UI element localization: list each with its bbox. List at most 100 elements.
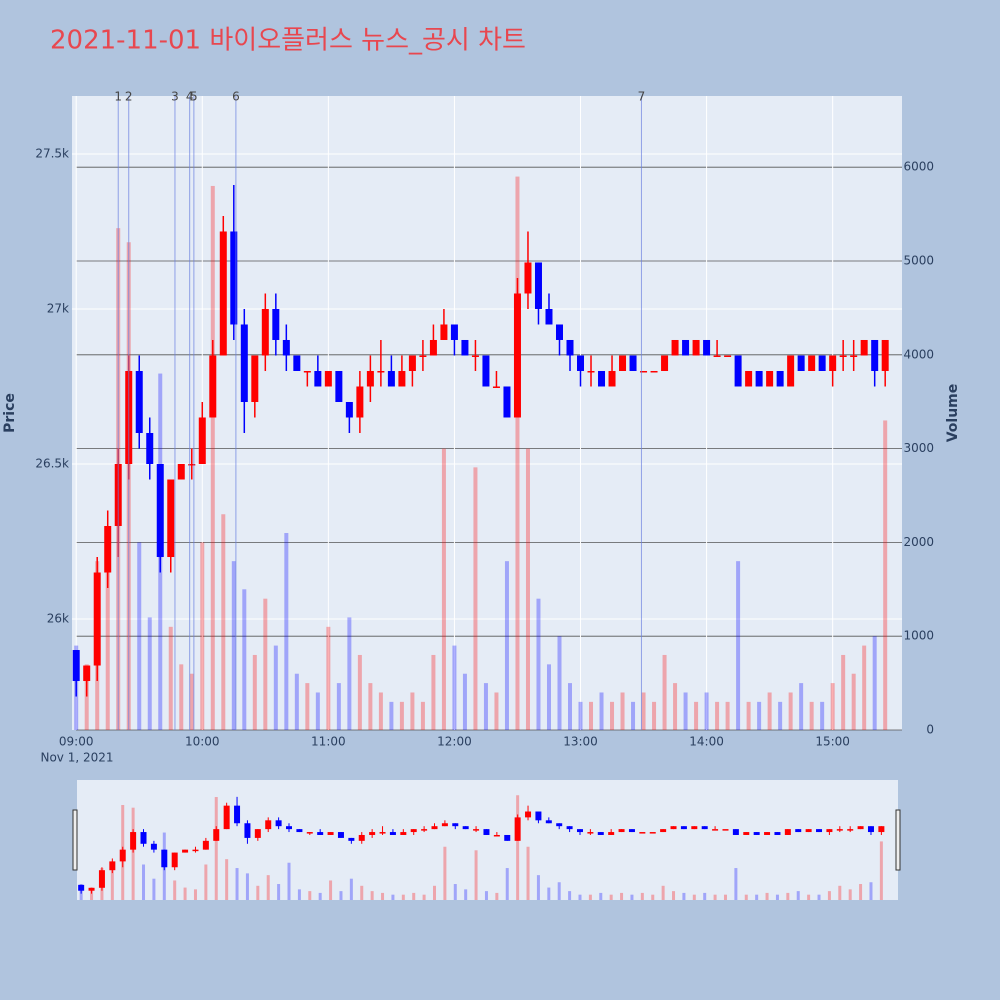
candle-body: [492, 386, 500, 388]
volume-bar: [631, 701, 636, 730]
slider-candle-body: [234, 805, 241, 824]
volume-bar: [652, 701, 657, 730]
slider-volume-bar: [329, 880, 333, 900]
candle-body: [818, 355, 826, 371]
slider-volume-bar: [547, 887, 551, 900]
candle-body: [230, 231, 238, 325]
candle-body: [83, 665, 91, 682]
slider-volume-bar: [640, 892, 644, 900]
volume-bar: [179, 664, 184, 730]
candle-body: [366, 370, 374, 387]
candle-body: [776, 370, 784, 387]
y2-tick-label: 4000: [903, 347, 934, 361]
volume-bar: [599, 692, 604, 730]
y-tick-label: 26.5k: [35, 456, 69, 470]
volume-bar: [767, 692, 772, 730]
candle-body: [503, 386, 511, 418]
slider-volume-bar: [765, 892, 769, 900]
candle-body: [534, 262, 542, 309]
slider-candle-body: [795, 829, 802, 833]
candle-body: [177, 463, 185, 480]
slider-candle-body: [545, 820, 552, 824]
candle-body: [261, 308, 269, 356]
volume-bar: [189, 673, 194, 730]
slider-handle[interactable]: [72, 809, 78, 871]
slider-volume-bar: [308, 891, 312, 900]
slider-candle-body: [764, 832, 771, 835]
candle-body: [240, 324, 248, 402]
volume-bar: [410, 692, 415, 730]
slider-volume-bar: [775, 894, 779, 900]
slider-candle-body: [150, 843, 157, 850]
volume-bar: [105, 533, 110, 730]
annotation-label: 7: [638, 90, 646, 104]
slider-candle-body: [400, 832, 407, 835]
slider-volume-bar: [131, 807, 135, 900]
candle-body: [345, 401, 353, 418]
slider-candle-body: [358, 834, 365, 841]
slider-volume-bar: [256, 885, 260, 900]
candle-body: [629, 355, 637, 371]
slider-volume-bar: [464, 889, 468, 900]
slider-candle-body: [493, 834, 500, 837]
candle-body: [93, 572, 101, 666]
candle-body: [555, 324, 563, 340]
slider-volume-bar: [557, 882, 561, 900]
slider-volume-bar: [588, 894, 592, 900]
volume-bar: [715, 701, 720, 730]
volume-bar: [221, 514, 226, 730]
slider-volume-bar: [266, 875, 270, 900]
volume-bar: [284, 533, 289, 730]
slider-candle-body: [535, 811, 542, 821]
candle-body: [808, 355, 816, 371]
candle-body: [682, 339, 690, 356]
volume-bar: [578, 701, 583, 730]
slider-candle-body: [701, 826, 708, 830]
slider-volume-bar: [193, 889, 197, 900]
slider-candle-body: [805, 829, 812, 833]
slider-candle-body: [784, 829, 791, 835]
slider-volume-bar: [349, 878, 353, 900]
plot-background: [72, 96, 902, 730]
volume-bar: [242, 589, 247, 730]
candle-body: [440, 324, 448, 340]
volume-bar: [378, 692, 383, 730]
x-tick-label: 11:00: [311, 735, 346, 749]
volume-bar: [368, 683, 373, 730]
slider-volume-bar: [173, 880, 177, 900]
slider-candle-body: [337, 832, 344, 838]
volume-bar: [441, 448, 446, 730]
slider-candle-body: [566, 826, 573, 830]
y2-tick-label: 5000: [903, 253, 934, 267]
slider-handle[interactable]: [895, 809, 901, 871]
slider-candle-body: [88, 887, 95, 891]
candle-body: [839, 355, 847, 357]
slider-volume-bar: [817, 894, 821, 900]
slider-volume-bar: [661, 885, 665, 900]
slider-candle-body: [192, 849, 199, 852]
range-slider-background[interactable]: [77, 780, 898, 900]
slider-volume-bar: [401, 894, 405, 900]
slider-candle-body: [867, 826, 874, 833]
slider-candle-body: [462, 826, 469, 830]
volume-bar: [662, 654, 667, 730]
candle-body: [566, 339, 574, 356]
slider-candle-body: [732, 829, 739, 835]
candle-body: [881, 339, 889, 371]
slider-volume-bar: [204, 864, 208, 900]
candle-body: [724, 355, 732, 357]
volume-bar: [305, 683, 310, 730]
candle-body: [587, 370, 595, 373]
volume-bar: [736, 561, 741, 730]
slider-volume-bar: [391, 894, 395, 900]
slider-candle-body: [639, 832, 646, 834]
annotation-label: 5: [190, 90, 198, 104]
slider-candle-body: [78, 884, 85, 891]
volume-bar: [294, 673, 299, 730]
slider-volume-bar: [848, 889, 852, 900]
slider-candle-body: [649, 832, 656, 834]
volume-bar: [494, 692, 499, 730]
candle-body: [135, 370, 143, 433]
candle-body: [787, 355, 795, 387]
x-tick-label: 10:00: [185, 735, 220, 749]
